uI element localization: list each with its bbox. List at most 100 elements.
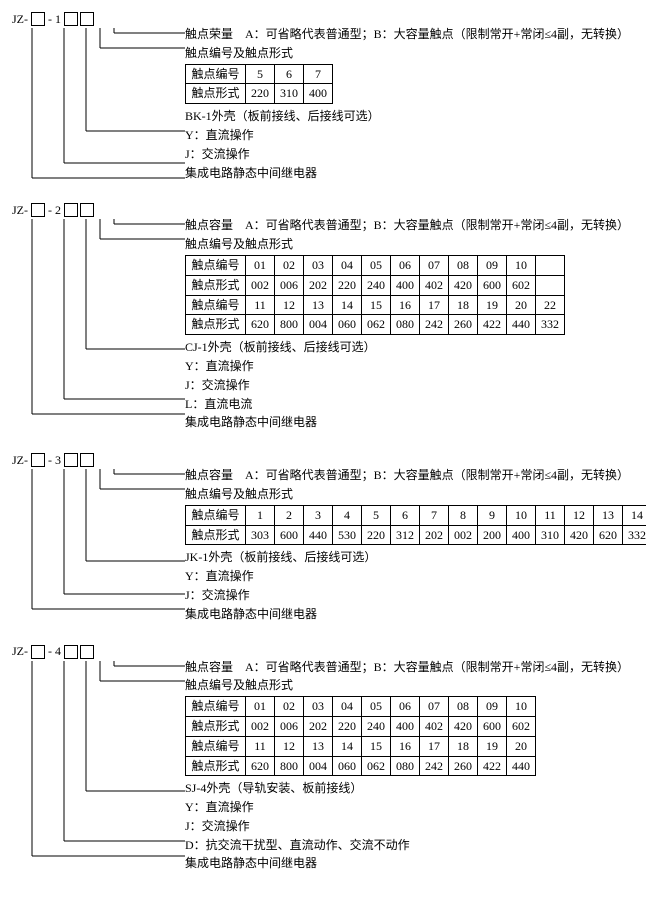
- model-box-2: [64, 645, 78, 659]
- cell: 10: [507, 697, 536, 717]
- cell: 006: [275, 716, 304, 736]
- cell: 3: [304, 505, 333, 525]
- desc-line-bottom-2: J：交流操作: [185, 146, 636, 163]
- cell: 07: [420, 255, 449, 275]
- model-prefix: JZ-: [10, 643, 30, 661]
- cell: 12: [565, 505, 594, 525]
- cell: 530: [333, 525, 362, 545]
- model-code-row: JZ-- 4: [10, 643, 95, 661]
- model-mid: - 2: [46, 201, 63, 219]
- cell: 11: [536, 505, 565, 525]
- desc-line-bottom-3: D：抗交流干扰型、直流动作、交流不动作: [185, 837, 636, 854]
- cell: 420: [449, 716, 478, 736]
- cell: 200: [478, 525, 507, 545]
- lead-lines: [10, 643, 185, 873]
- desc-line-bottom-1: Y：直流操作: [185, 568, 636, 585]
- desc-line-top-0: 触点荣量 A：可省略代表普通型；B：大容量触点（限制常开+常闭≤4副，无转换）: [185, 26, 636, 43]
- cell: 002: [246, 275, 275, 295]
- row-header: 触点形式: [186, 315, 246, 335]
- cell: 02: [275, 697, 304, 717]
- cell: [536, 255, 565, 275]
- contact-table: 触点编号01020304050607080910触点形式002006202220…: [185, 696, 536, 776]
- row-header: 触点形式: [186, 275, 246, 295]
- cell: 19: [478, 295, 507, 315]
- cell: 202: [304, 275, 333, 295]
- cell: 006: [275, 275, 304, 295]
- cell: 002: [449, 525, 478, 545]
- cell: 09: [478, 697, 507, 717]
- content-area: 触点容量 A：可省略代表普通型；B：大容量触点（限制常开+常闭≤4副，无转换）触…: [185, 201, 636, 431]
- cell: 303: [246, 525, 275, 545]
- cell: 03: [304, 697, 333, 717]
- model-mid: - 3: [46, 451, 63, 469]
- cell: 004: [304, 315, 333, 335]
- model-box-1: [31, 645, 45, 659]
- cell: 242: [420, 756, 449, 776]
- row-header: 触点编号: [186, 64, 246, 84]
- lead-lines: [10, 201, 185, 431]
- cell: 08: [449, 255, 478, 275]
- cell: 16: [391, 295, 420, 315]
- cell: 402: [420, 716, 449, 736]
- cell: 060: [333, 315, 362, 335]
- b4: JZ-- 4 触点容量 A：可省略代表普通型；B：大容量触点（限制常开+常闭≤4…: [10, 643, 636, 873]
- model-box-2: [64, 203, 78, 217]
- cell: 5: [246, 64, 275, 84]
- cell: 20: [507, 295, 536, 315]
- cell: 06: [391, 697, 420, 717]
- cell: 620: [246, 756, 275, 776]
- cell: 16: [391, 736, 420, 756]
- contact-table: 触点编号1234567891011121314触点形式3036004405302…: [185, 505, 646, 546]
- cell: 420: [449, 275, 478, 295]
- cell: 2: [275, 505, 304, 525]
- model-code-row: JZ- - 3: [10, 451, 95, 469]
- cell: 01: [246, 697, 275, 717]
- model-box-1: [31, 453, 45, 467]
- desc-line-top-1: 触点编号及触点形式: [185, 677, 636, 694]
- cell: 7: [304, 64, 333, 84]
- cell: 05: [362, 255, 391, 275]
- desc-line-bottom-2: J：交流操作: [185, 818, 636, 835]
- table-row: 触点形式002006202220240400402420600602: [186, 716, 536, 736]
- cell: 602: [507, 275, 536, 295]
- cell: 13: [594, 505, 623, 525]
- b1: JZ-- 1 触点荣量 A：可省略代表普通型；B：大容量触点（限制常开+常闭≤4…: [10, 10, 636, 181]
- cell: 8: [449, 505, 478, 525]
- cell: 04: [333, 255, 362, 275]
- desc-line-top-1: 触点编号及触点形式: [185, 486, 636, 503]
- cell: 800: [275, 315, 304, 335]
- cell: 13: [304, 295, 333, 315]
- content-area: 触点容量 A：可省略代表普通型；B：大容量触点（限制常开+常闭≤4副，无转换）触…: [185, 643, 636, 873]
- desc-line-bottom-3: L：直流电流: [185, 396, 636, 413]
- desc-line-top-1: 触点编号及触点形式: [185, 45, 636, 62]
- row-header: 触点编号: [186, 255, 246, 275]
- cell: 002: [246, 716, 275, 736]
- cell: [536, 275, 565, 295]
- cell: 15: [362, 736, 391, 756]
- cell: 22: [536, 295, 565, 315]
- cell: 080: [391, 315, 420, 335]
- lead-lines: [10, 10, 185, 195]
- cell: 08: [449, 697, 478, 717]
- cell: 332: [536, 315, 565, 335]
- lead-lines: [10, 451, 185, 626]
- cell: 220: [333, 716, 362, 736]
- b2: JZ-- 2 触点容量 A：可省略代表普通型；B：大容量触点（限制常开+常闭≤4…: [10, 201, 636, 431]
- cell: 400: [507, 525, 536, 545]
- cell: 12: [275, 736, 304, 756]
- cell: 400: [391, 716, 420, 736]
- row-header: 触点形式: [186, 525, 246, 545]
- cell: 12: [275, 295, 304, 315]
- model-prefix: JZ-: [10, 451, 30, 469]
- desc-line-bottom-0: CJ-1外壳（板前接线、后接线可选）: [185, 339, 636, 356]
- cell: 620: [246, 315, 275, 335]
- model-code-row: JZ-- 2: [10, 201, 95, 219]
- cell: 11: [246, 736, 275, 756]
- desc-line-bottom-2: J：交流操作: [185, 377, 636, 394]
- cell: 240: [362, 716, 391, 736]
- cell: 440: [507, 756, 536, 776]
- desc-line-bottom-1: Y：直流操作: [185, 358, 636, 375]
- model-mid: - 1: [46, 10, 63, 28]
- cell: 310: [275, 84, 304, 104]
- table-row: 触点编号01020304050607080910: [186, 697, 536, 717]
